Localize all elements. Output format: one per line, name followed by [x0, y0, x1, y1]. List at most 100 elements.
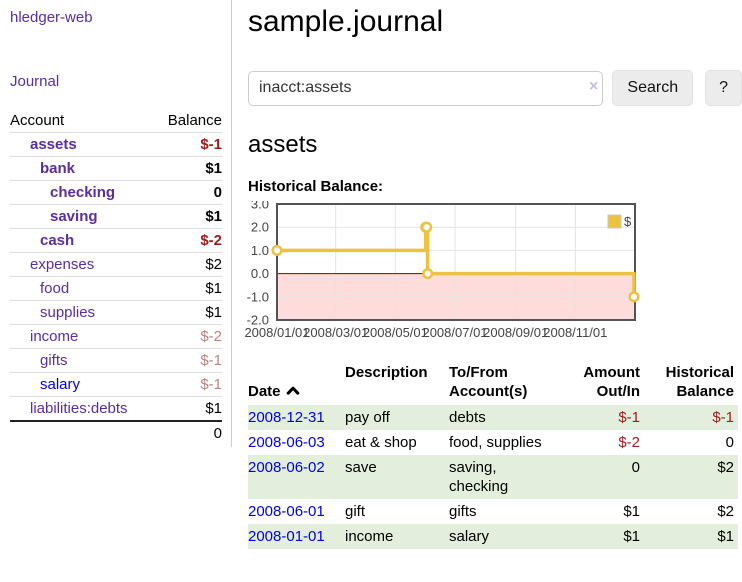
- sidebar-account-link[interactable]: cash: [40, 232, 75, 249]
- sidebar-account-link[interactable]: supplies: [40, 304, 96, 321]
- sidebar-account-link[interactable]: food: [40, 280, 70, 297]
- tx-date-link[interactable]: 2008-01-01: [248, 528, 325, 545]
- sidebar-account-balance: $-1: [155, 372, 222, 397]
- tx-accounts: salary: [449, 524, 556, 549]
- data-point-marker: [421, 221, 433, 233]
- plot-border: [276, 203, 636, 321]
- legend-label: $: [624, 214, 632, 229]
- sidebar-account-balance: $1: [155, 204, 222, 229]
- main-content: sample.journal × Search ? assets Histori…: [244, 0, 742, 549]
- accounts-table: Account Balance assets $-1 bank $1 checking 0…: [10, 109, 222, 445]
- tx-date-link[interactable]: 2008-06-02: [248, 459, 325, 476]
- transaction-row: 2008-06-02 save saving, checking 0 $2: [248, 455, 738, 499]
- account-row: checking 0: [10, 180, 222, 205]
- y-axis-tick-label: 3.0: [251, 201, 269, 212]
- sidebar-account-link[interactable]: gifts: [40, 352, 68, 369]
- tx-description: save: [345, 455, 449, 499]
- data-point-marker: [271, 244, 283, 256]
- app-title-link[interactable]: hledger-web: [10, 9, 93, 26]
- transaction-row: 2008-06-01 gift gifts $1 $2: [248, 499, 738, 524]
- account-row: bank $1: [10, 156, 222, 181]
- tx-description: gift: [345, 503, 366, 520]
- sidebar-account-link[interactable]: bank: [40, 160, 76, 177]
- tx-balance: $2: [717, 503, 734, 520]
- sidebar-account-balance: 0: [155, 180, 222, 205]
- data-point-marker: [422, 268, 434, 280]
- clear-search-icon[interactable]: ×: [589, 78, 599, 95]
- sort-ascending-icon: [286, 386, 299, 395]
- sidebar-account-balance: $-1: [155, 132, 222, 157]
- register-table-body: 2008-12-31 pay off debts $-1 $-1 2008-06-03 ea…: [248, 405, 738, 549]
- spacer: [10, 420, 156, 445]
- search-bar: × Search ?: [248, 70, 742, 106]
- sidebar-account-balance: $-2: [155, 324, 222, 349]
- tx-balance: $-1: [644, 405, 738, 430]
- help-button[interactable]: ?: [705, 70, 742, 106]
- y-axis-tick-label: 2.0: [251, 220, 269, 235]
- sidebar-account-balance: $-2: [155, 228, 222, 253]
- tx-date-link[interactable]: 2008-12-31: [248, 409, 325, 426]
- x-axis-tick-label: 2008/01/01: [244, 325, 309, 340]
- y-axis-tick-label: 0.0: [251, 266, 269, 281]
- tx-accounts: food, supplies: [449, 434, 542, 451]
- tx-balance: 0: [725, 434, 734, 451]
- tx-description: income: [345, 524, 449, 549]
- sidebar-account-balance: $-1: [155, 348, 222, 373]
- account-row: salary $-1: [10, 372, 222, 397]
- column-header-accounts: To/From Account(s): [449, 364, 528, 400]
- account-heading: assets: [248, 131, 318, 158]
- x-axis-tick-label: 2008/05/01: [363, 325, 428, 340]
- date-header-label: Date: [248, 383, 281, 400]
- tx-accounts: debts: [449, 405, 556, 430]
- transaction-row: 2008-01-01 income salary $1 $1: [248, 524, 738, 549]
- account-row: supplies $1: [10, 300, 222, 325]
- account-row: income $-2: [10, 324, 222, 349]
- sidebar-item-journal[interactable]: Journal: [10, 73, 60, 90]
- accounts-header-account: Account: [10, 112, 65, 129]
- tx-accounts: saving, checking: [449, 455, 556, 499]
- sidebar-account-link[interactable]: income: [30, 328, 79, 345]
- accounts-total-balance: 0: [155, 420, 222, 445]
- tx-description: eat & shop: [345, 434, 417, 451]
- sidebar-account-link[interactable]: assets: [30, 136, 77, 153]
- tx-accounts: gifts: [449, 503, 477, 520]
- accounts-total-row: 0: [10, 420, 222, 445]
- chart-title: Historical Balance:: [248, 178, 384, 195]
- sidebar-nav: Journal: [10, 73, 231, 91]
- x-axis-tick-label: 2008/11/01: [543, 325, 607, 340]
- sidebar-account-link[interactable]: saving: [50, 208, 98, 225]
- account-row: food $1: [10, 276, 222, 301]
- x-axis-tick-label: 2008/03/01: [303, 325, 368, 340]
- sidebar-account-link[interactable]: liabilities:debts: [30, 400, 128, 417]
- tx-date-link[interactable]: 2008-06-01: [248, 503, 325, 520]
- search-button[interactable]: Search: [612, 70, 694, 106]
- sidebar-account-link[interactable]: checking: [50, 184, 116, 201]
- accounts-header-balance: Balance: [167, 112, 222, 129]
- column-header-amount: Amount Out/In: [583, 364, 640, 400]
- tx-balance: $1: [644, 524, 738, 549]
- tx-date-link[interactable]: 2008-06-03: [248, 434, 325, 451]
- sidebar-account-balance: $1: [155, 396, 222, 421]
- y-axis-tick-label: 1.0: [251, 243, 269, 258]
- account-row: assets $-1: [10, 132, 222, 157]
- tx-amount: $-1: [556, 405, 644, 430]
- balance-chart: $3.0 2.0 1.0 0.0 -1.0 -2.02008/01/012008/03/0…: [244, 201, 640, 340]
- account-row: expenses $2: [10, 252, 222, 277]
- sidebar-account-link[interactable]: salary: [40, 376, 81, 393]
- x-axis-tick-label: 2008/09/01: [483, 325, 548, 340]
- register-table: Date Description To/From Account(s) Amou…: [248, 361, 738, 549]
- sidebar-account-balance: $1: [155, 300, 222, 325]
- search-input[interactable]: [248, 70, 604, 106]
- sidebar-account-link[interactable]: expenses: [30, 256, 95, 273]
- accounts-table-body: assets $-1 bank $1 checking 0 saving $1 cash $-2 e…: [10, 132, 222, 421]
- account-row: gifts $-1: [10, 348, 222, 373]
- column-header-balance: Historical Balance: [665, 364, 734, 400]
- column-header-date: Date: [248, 361, 345, 405]
- y-axis-tick-label: -1.0: [247, 289, 269, 304]
- app-title: hledger-web: [10, 9, 231, 27]
- account-row: saving $1: [10, 204, 222, 229]
- transaction-row: 2008-06-03 eat & shop food, supplies $-2 0: [248, 430, 738, 455]
- legend-swatch: [607, 214, 622, 229]
- sidebar: hledger-web Journal Account Balance asse…: [0, 0, 232, 447]
- tx-amount: $-2: [618, 434, 640, 451]
